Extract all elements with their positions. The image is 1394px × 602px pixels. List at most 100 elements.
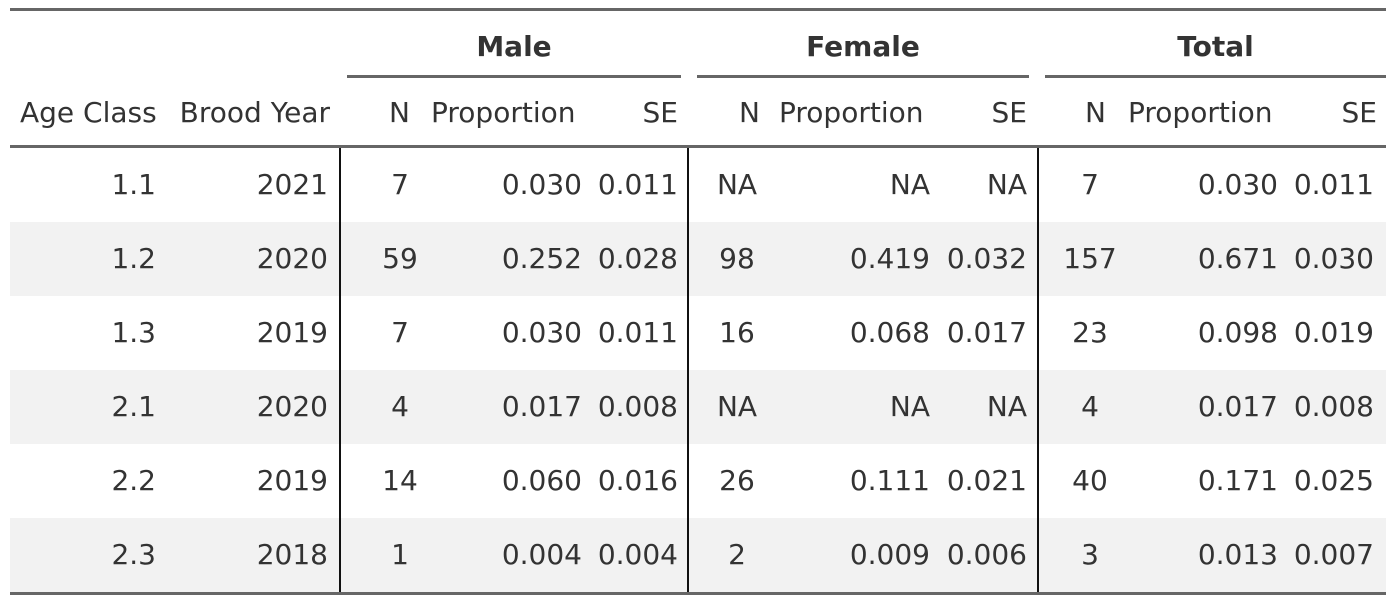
cell-male-n: 14 (382, 464, 418, 497)
cell-female-proportion: 0.009 (849, 538, 930, 571)
cell-total-proportion: 0.098 (1197, 316, 1278, 349)
divider-total (1037, 148, 1039, 592)
cell-male-se: 0.028 (597, 242, 678, 275)
cell-female-se: 0.032 (946, 242, 1027, 275)
cell-total-n: 7 (1081, 168, 1099, 201)
header-female-proportion: Proportion (779, 96, 924, 129)
cell-male-se: 0.011 (597, 316, 678, 349)
cell-total-n: 3 (1081, 538, 1099, 571)
cell-total-n: 4 (1081, 390, 1099, 423)
top-rule (10, 8, 1386, 11)
divider-female (687, 148, 689, 592)
divider-male (339, 148, 341, 592)
group-total: Total (1045, 11, 1386, 78)
table-row: 1.1 2021 7 0.030 0.011 NA NA NA 7 0.030 0.011 (10, 148, 1386, 222)
cell-total-proportion: 0.171 (1197, 464, 1278, 497)
cell-male-proportion: 0.004 (501, 538, 582, 571)
cell-age-class: 1.3 (111, 316, 156, 349)
cell-age-class: 1.2 (111, 242, 156, 275)
header-brood-year: Brood Year (179, 96, 330, 129)
cell-brood-year: 2019 (256, 464, 328, 497)
cell-male-proportion: 0.060 (501, 464, 582, 497)
cell-total-n: 40 (1072, 464, 1108, 497)
cell-total-se: 0.025 (1293, 464, 1374, 497)
group-underline-female (697, 75, 1029, 78)
cell-male-proportion: 0.030 (501, 316, 582, 349)
group-male: Male (347, 11, 681, 78)
header-male-se: SE (642, 96, 678, 129)
cell-female-n: 98 (719, 242, 755, 275)
cell-total-se: 0.019 (1293, 316, 1374, 349)
cell-total-proportion: 0.013 (1197, 538, 1278, 571)
cell-female-n: NA (716, 390, 758, 423)
cell-total-n: 23 (1072, 316, 1108, 349)
cell-total-se: 0.007 (1293, 538, 1374, 571)
cell-male-n: 59 (382, 242, 418, 275)
group-female: Female (697, 11, 1029, 78)
cell-total-proportion: 0.030 (1197, 168, 1278, 201)
cell-total-proportion: 0.017 (1197, 390, 1278, 423)
header-total-n: N (1085, 96, 1106, 129)
table-row: 1.3 2019 7 0.030 0.011 16 0.068 0.017 23 0.098 0.0… (10, 296, 1386, 370)
cell-male-proportion: 0.017 (501, 390, 582, 423)
header-male-n: N (389, 96, 410, 129)
cell-brood-year: 2018 (256, 538, 328, 571)
table-row: 1.2 2020 59 0.252 0.028 98 0.419 0.032 157 0.671 0… (10, 222, 1386, 296)
cell-female-se: 0.006 (946, 538, 1027, 571)
cell-male-se: 0.016 (597, 464, 678, 497)
column-header-row: Age Class Brood Year N Proportion SE N P… (10, 78, 1386, 148)
cell-age-class: 2.2 (111, 464, 156, 497)
table-row: 2.3 2018 1 0.004 0.004 2 0.009 0.006 3 0.013 0.007 (10, 518, 1386, 592)
header-female-n: N (739, 96, 760, 129)
cell-total-se: 0.008 (1293, 390, 1374, 423)
group-underline-total (1045, 75, 1386, 78)
group-label-female: Female (806, 30, 920, 63)
cell-total-se: 0.030 (1293, 242, 1374, 275)
table-row: 2.1 2020 4 0.017 0.008 NA NA NA 4 0.017 0.008 (10, 370, 1386, 444)
cell-total-proportion: 0.671 (1197, 242, 1278, 275)
cell-female-n: 26 (719, 464, 755, 497)
cell-female-n: 16 (719, 316, 755, 349)
bottom-rule (10, 592, 1386, 595)
header-total-se: SE (1341, 96, 1377, 129)
group-header-row: Male Female Total (10, 11, 1386, 78)
cell-brood-year: 2021 (256, 168, 328, 201)
cell-female-proportion: 0.419 (849, 242, 930, 275)
cell-age-class: 2.1 (111, 390, 156, 423)
cell-brood-year: 2019 (256, 316, 328, 349)
cell-male-n: 7 (391, 168, 409, 201)
group-label-male: Male (476, 30, 552, 63)
cell-male-n: 1 (391, 538, 409, 571)
age-sex-table: Male Female Total Age Class Brood Year N… (10, 8, 1386, 595)
cell-female-proportion: 0.111 (849, 464, 930, 497)
cell-male-n: 7 (391, 316, 409, 349)
header-female-se: SE (991, 96, 1027, 129)
group-underline-male (347, 75, 681, 78)
cell-female-proportion: NA (889, 390, 930, 423)
table-body: 1.1 2021 7 0.030 0.011 NA NA NA 7 0.030 0.011 1.2 20… (10, 148, 1386, 592)
header-age-class: Age Class (20, 96, 157, 129)
cell-age-class: 2.3 (111, 538, 156, 571)
cell-total-n: 157 (1063, 242, 1117, 275)
cell-total-se: 0.011 (1293, 168, 1374, 201)
cell-male-n: 4 (391, 390, 409, 423)
cell-female-se: NA (986, 168, 1027, 201)
cell-female-se: 0.017 (946, 316, 1027, 349)
header-total-proportion: Proportion (1128, 96, 1273, 129)
cell-brood-year: 2020 (256, 242, 328, 275)
cell-brood-year: 2020 (256, 390, 328, 423)
cell-female-proportion: NA (889, 168, 930, 201)
header-male-proportion: Proportion (431, 96, 576, 129)
cell-female-se: NA (986, 390, 1027, 423)
cell-female-n: NA (716, 168, 758, 201)
cell-age-class: 1.1 (111, 168, 156, 201)
table-row: 2.2 2019 14 0.060 0.016 26 0.111 0.021 40 0.171 0.… (10, 444, 1386, 518)
cell-female-proportion: 0.068 (849, 316, 930, 349)
cell-female-se: 0.021 (946, 464, 1027, 497)
group-label-total: Total (1177, 30, 1254, 63)
cell-male-se: 0.008 (597, 390, 678, 423)
cell-female-n: 2 (728, 538, 746, 571)
cell-male-se: 0.011 (597, 168, 678, 201)
cell-male-se: 0.004 (597, 538, 678, 571)
cell-male-proportion: 0.252 (501, 242, 582, 275)
